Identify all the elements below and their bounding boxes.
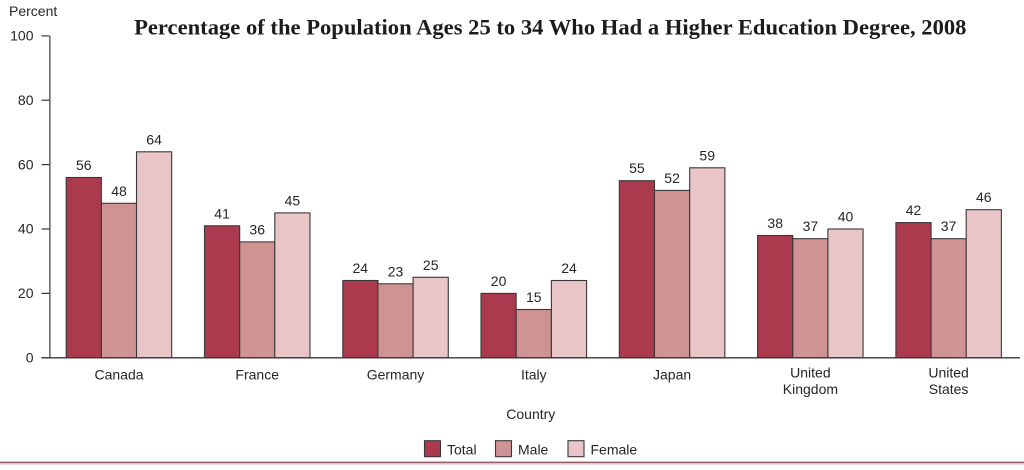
svg-text:24: 24 xyxy=(561,260,577,276)
svg-text:64: 64 xyxy=(146,131,162,147)
svg-text:40: 40 xyxy=(838,209,854,225)
svg-text:100: 100 xyxy=(10,28,34,44)
svg-text:United: United xyxy=(790,365,830,381)
svg-text:Italy: Italy xyxy=(521,367,547,383)
svg-text:56: 56 xyxy=(76,157,92,173)
svg-text:46: 46 xyxy=(976,189,992,205)
svg-text:Percentage of the Population A: Percentage of the Population Ages 25 to … xyxy=(134,15,966,40)
svg-text:Percent: Percent xyxy=(9,3,57,19)
svg-text:45: 45 xyxy=(285,192,301,208)
svg-text:55: 55 xyxy=(629,160,645,176)
svg-text:42: 42 xyxy=(906,202,922,218)
svg-text:Female: Female xyxy=(591,442,638,458)
svg-text:Kingdom: Kingdom xyxy=(783,381,838,397)
svg-text:24: 24 xyxy=(353,260,369,276)
svg-text:20: 20 xyxy=(18,285,34,301)
svg-text:Country: Country xyxy=(506,406,555,422)
svg-text:France: France xyxy=(235,367,279,383)
svg-text:36: 36 xyxy=(249,221,265,237)
svg-text:States: States xyxy=(929,381,969,397)
svg-text:Total: Total xyxy=(447,442,477,458)
svg-text:38: 38 xyxy=(767,215,783,231)
svg-text:25: 25 xyxy=(423,257,439,273)
svg-text:Japan: Japan xyxy=(653,367,691,383)
svg-text:59: 59 xyxy=(699,147,715,163)
svg-text:Germany: Germany xyxy=(367,367,425,383)
svg-text:48: 48 xyxy=(111,183,127,199)
svg-text:15: 15 xyxy=(526,289,542,305)
svg-text:23: 23 xyxy=(388,263,404,279)
svg-text:40: 40 xyxy=(18,221,34,237)
svg-text:United: United xyxy=(928,365,968,381)
svg-text:Male: Male xyxy=(518,442,549,458)
svg-text:0: 0 xyxy=(26,350,34,366)
svg-text:37: 37 xyxy=(941,218,957,234)
svg-text:80: 80 xyxy=(18,92,34,108)
svg-text:20: 20 xyxy=(491,273,507,289)
svg-text:52: 52 xyxy=(664,170,680,186)
svg-text:60: 60 xyxy=(18,156,34,172)
svg-text:Canada: Canada xyxy=(94,367,143,383)
svg-text:37: 37 xyxy=(803,218,819,234)
svg-text:41: 41 xyxy=(214,205,230,221)
